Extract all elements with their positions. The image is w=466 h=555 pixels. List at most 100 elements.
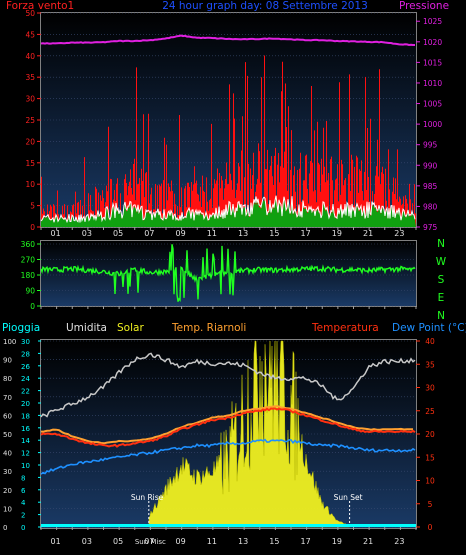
tick-label-humidity: 0 (3, 524, 7, 532)
tick-label-solar: 30 (21, 338, 30, 346)
series-solar (148, 340, 350, 528)
tick-label-temperature: 35 (425, 360, 435, 369)
x-tick-label: 05 (113, 537, 123, 546)
tick-label-solar: 8 (21, 474, 25, 482)
compass-letter: N (437, 310, 445, 322)
tick-label-wind: 30 (25, 95, 35, 104)
tick-label-humidity: 60 (3, 412, 12, 420)
tick-label-pressure: 995 (423, 141, 438, 150)
tick-label-wind: 40 (25, 52, 35, 61)
tick-label-temperature: 30 (425, 384, 435, 393)
x-tick-label: 07 (144, 229, 154, 238)
humidity-label: Umidita (66, 322, 107, 334)
tick-label-solar: 4 (21, 499, 26, 507)
series-temperature (40, 407, 416, 448)
series-pressure (40, 34, 415, 47)
tick-label-pressure: 1015 (423, 58, 442, 67)
tick-label-solar: 22 (21, 388, 30, 396)
top-right-label: Pressione (399, 0, 449, 12)
x-tick-label: 11 (207, 537, 217, 546)
tick-label-solar: 12 (21, 450, 30, 458)
x-tick-label: 07 (144, 537, 154, 546)
tick-label-wind: 0 (30, 223, 35, 232)
x-tick-label: 01 (51, 229, 61, 238)
tick-label-humidity: 40 (3, 450, 12, 458)
tick-label-wind: 45 (25, 30, 35, 39)
tick-label-humidity: 30 (3, 468, 12, 476)
tick-label-pressure: 975 (423, 223, 438, 232)
temperature-label: Temperatura (311, 322, 379, 334)
x-tick-label: 15 (269, 229, 279, 238)
sun-rise-label: Sun Rise (131, 493, 164, 502)
tick-label-temperature: 15 (425, 453, 435, 462)
x-tick-label: 15 (269, 537, 279, 546)
series-dewpoint (40, 438, 416, 475)
solar-label: Solar (117, 322, 144, 334)
rain-label: Pioggia (2, 322, 40, 334)
series-humidity (40, 352, 416, 418)
x-tick-label: 05 (113, 229, 123, 238)
tick-label-direction: 0 (30, 302, 35, 311)
x-tick-label: 01 (51, 537, 61, 546)
tick-label-wind: 20 (25, 137, 35, 146)
tick-label-humidity: 70 (3, 394, 12, 402)
tick-label-solar: 28 (21, 350, 30, 358)
x-tick-label: 03 (82, 537, 92, 546)
tick-label-humidity: 50 (3, 431, 12, 439)
tick-label-humidity: 100 (3, 338, 16, 346)
tick-label-solar: 26 (21, 363, 30, 371)
tick-label-solar: 18 (21, 412, 30, 420)
tick-label-solar: 24 (21, 375, 30, 383)
tick-label-wind: 25 (25, 116, 35, 125)
x-tick-label: 23 (394, 537, 404, 546)
x-tick-label: 19 (332, 229, 342, 238)
tick-label-temperature: 20 (425, 430, 435, 439)
temp-riarnoli-label: Temp. Riarnoli (171, 322, 246, 334)
series-wind (40, 195, 416, 224)
x-tick-label: 13 (238, 229, 248, 238)
tick-label-wind: 5 (30, 202, 35, 211)
tick-label-humidity: 90 (3, 357, 12, 365)
tick-label-temperature: 0 (428, 523, 433, 532)
compass-letter: E (438, 292, 445, 304)
top-title: 24 hour graph day: 08 Settembre 2013 (162, 0, 368, 12)
tick-label-direction: 270 (21, 256, 36, 265)
x-tick-label: 09 (176, 229, 186, 238)
tick-label-pressure: 980 (423, 202, 438, 211)
tick-label-solar: 6 (21, 487, 26, 495)
compass-letter: S (438, 274, 445, 286)
x-tick-label: 03 (82, 229, 92, 238)
tick-label-pressure: 1000 (423, 120, 442, 129)
sun-set-label: Sun Set (334, 493, 363, 502)
tick-label-humidity: 80 (3, 375, 12, 383)
x-tick-label: 17 (301, 537, 311, 546)
tick-label-pressure: 1010 (423, 79, 442, 88)
tick-label-temperature: 5 (428, 500, 433, 509)
tick-label-solar: 0 (21, 524, 25, 532)
tick-label-pressure: 985 (423, 182, 438, 191)
tick-label-pressure: 1005 (423, 100, 442, 109)
tick-label-solar: 14 (21, 437, 30, 445)
x-tick-label: 19 (332, 537, 342, 546)
tick-label-wind: 15 (25, 159, 35, 168)
tick-label-wind: 35 (25, 73, 35, 82)
tick-label-solar: 16 (21, 425, 30, 433)
tick-label-pressure: 1025 (423, 17, 442, 26)
tick-label-solar: 10 (21, 462, 30, 470)
series-direction (40, 244, 416, 302)
x-tick-label: 17 (301, 229, 311, 238)
x-tick-label: 21 (363, 229, 373, 238)
tick-label-temperature: 10 (425, 477, 435, 486)
x-tick-label: 21 (363, 537, 373, 546)
tick-label-temperature: 25 (425, 407, 435, 416)
x-tick-label: 09 (176, 537, 186, 546)
sun-misc-label: Sun Misc (135, 538, 166, 546)
tick-label-solar: 2 (21, 512, 25, 520)
tick-label-solar: 20 (21, 400, 30, 408)
x-tick-label: 11 (207, 229, 217, 238)
tick-label-wind: 10 (25, 180, 35, 189)
compass-letter: W (436, 256, 447, 268)
tick-label-direction: 90 (25, 287, 35, 296)
x-tick-label: 23 (394, 229, 404, 238)
